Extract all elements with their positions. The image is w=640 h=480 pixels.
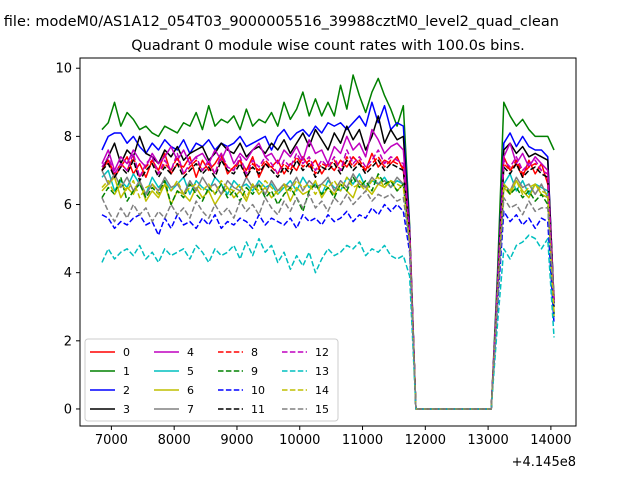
- legend-label-8: 8: [251, 346, 258, 359]
- y-tick-label: 6: [64, 198, 72, 213]
- legend-label-5: 5: [187, 365, 194, 378]
- legend-label-2: 2: [123, 384, 130, 397]
- axis-ticks: 7000 8000 9000 10000 11000 12000 13000 14000 0 2 4…: [55, 62, 571, 448]
- legend-label-14: 14: [315, 384, 329, 397]
- x-tick-label: 11000: [342, 433, 383, 448]
- x-tick-label: 8000: [158, 433, 191, 448]
- axes-frame: [79, 57, 577, 427]
- series-group: [101, 74, 555, 410]
- legend-label-11: 11: [251, 403, 265, 416]
- legend-label-4: 4: [187, 346, 194, 359]
- x-tick-label: 13000: [467, 433, 508, 448]
- legend-label-6: 6: [187, 384, 194, 397]
- chart-title: Quadrant 0 module wise count rates with …: [131, 38, 525, 54]
- y-tick-label: 10: [55, 62, 72, 77]
- x-tick-label: 10000: [279, 433, 320, 448]
- legend-label-7: 7: [187, 403, 194, 416]
- legend-label-12: 12: [315, 346, 329, 359]
- x-tick-label: 12000: [405, 433, 446, 448]
- legend-label-0: 0: [123, 346, 130, 359]
- legend-label-1: 1: [123, 365, 130, 378]
- legend-label-15: 15: [315, 403, 329, 416]
- series-line-15: [101, 190, 555, 410]
- legend-label-10: 10: [251, 384, 265, 397]
- figure-suptitle: n file: modeM0/AS1A12_054T03_9000005516_…: [0, 14, 559, 30]
- legend-box: [84, 338, 339, 422]
- y-tick-label: 0: [64, 402, 72, 417]
- series-line-11: [101, 159, 555, 410]
- y-tick-label: 8: [64, 130, 72, 145]
- series-line-13: [101, 234, 555, 410]
- x-tick-label: 14000: [530, 433, 571, 448]
- x-tick-label: 7000: [95, 433, 128, 448]
- x-tick-label: 9000: [220, 433, 253, 448]
- legend-label-9: 9: [251, 365, 258, 378]
- y-tick-label: 4: [64, 266, 72, 281]
- y-tick-label: 2: [64, 334, 72, 349]
- legend-label-13: 13: [315, 365, 329, 378]
- legend-label-3: 3: [123, 403, 130, 416]
- plot-area: [79, 57, 577, 427]
- x-offset-label: +4.145e8: [512, 455, 576, 470]
